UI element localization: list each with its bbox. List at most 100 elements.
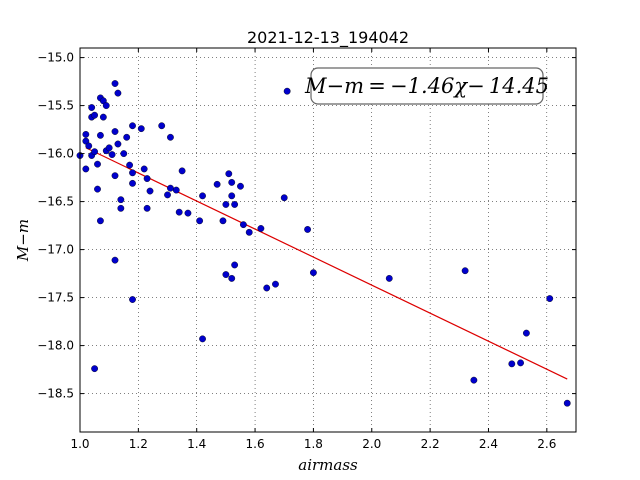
x-tick-label: 1.8 — [304, 437, 323, 451]
data-point — [94, 160, 101, 168]
data-point — [97, 217, 104, 225]
data-point — [111, 80, 119, 87]
data-point — [111, 172, 119, 180]
data-point — [245, 228, 253, 236]
data-point — [129, 296, 136, 303]
data-point — [470, 376, 478, 384]
data-point — [114, 89, 122, 97]
data-point — [272, 280, 279, 288]
data-point — [117, 196, 125, 204]
data-point — [508, 360, 516, 368]
data-point — [280, 194, 288, 202]
data-point — [228, 192, 236, 200]
y-tick-label: −18.5 — [37, 387, 74, 401]
y-tick-label: −16.0 — [37, 147, 74, 161]
data-point — [184, 209, 192, 217]
data-point — [172, 186, 180, 194]
grid — [79, 48, 576, 432]
data-point — [143, 204, 151, 212]
y-tick-label: −15.5 — [37, 99, 74, 113]
data-point — [82, 130, 90, 138]
data-point — [88, 104, 96, 111]
data-point — [91, 148, 98, 156]
data-point — [178, 167, 186, 175]
y-tick-label: −17.5 — [37, 291, 74, 305]
annotation-box — [310, 67, 544, 105]
data-point — [126, 161, 134, 169]
data-point — [129, 122, 136, 130]
data-point — [237, 182, 244, 190]
data-point — [129, 169, 136, 177]
data-point — [228, 178, 236, 186]
data-point — [239, 221, 247, 229]
data-point — [91, 365, 98, 373]
data-point — [99, 113, 107, 121]
fit-line — [85, 147, 568, 380]
data-point — [137, 125, 145, 133]
data-point — [517, 359, 524, 367]
data-point — [222, 201, 230, 208]
data-point — [231, 261, 239, 269]
y-tick-label: −16.5 — [37, 195, 74, 209]
fit-annotation: M−m = −1.46χ− 14.45 — [304, 67, 549, 105]
data-point — [310, 269, 317, 277]
data-point — [213, 180, 221, 188]
y-tick-label: −15.0 — [37, 51, 74, 65]
data-point — [158, 122, 166, 130]
data-point — [231, 201, 239, 208]
data-point — [228, 274, 236, 282]
data-point — [196, 217, 204, 225]
data-point — [167, 133, 174, 141]
data-point — [219, 217, 227, 225]
data-point — [102, 102, 110, 110]
plot-area: 1.0 1.2 1.4 1.6 1.8 2.0 2.2 2.4 2.6 −15.0 −15.5 −16… — [37, 47, 577, 451]
data-point — [385, 274, 393, 282]
data-point — [199, 192, 206, 200]
data-point — [143, 175, 151, 182]
data-point — [199, 335, 206, 343]
data-point — [105, 144, 113, 152]
x-tick-label: 1.6 — [246, 437, 265, 451]
x-axis-label: airmass — [298, 456, 358, 474]
data-point — [82, 165, 90, 173]
data-point — [175, 208, 183, 216]
plot-background — [80, 48, 576, 432]
data-point — [164, 191, 171, 199]
data-point — [111, 128, 119, 135]
data-point — [263, 284, 271, 292]
y-tick-label: −17.0 — [37, 243, 74, 257]
data-points — [76, 80, 571, 407]
annotation-text: M−m = −1.46χ− 14.45 — [304, 74, 549, 98]
x-tick-label: 2.0 — [362, 437, 381, 451]
data-point — [222, 271, 230, 278]
data-point — [563, 399, 571, 407]
data-point — [225, 170, 233, 178]
data-point — [546, 295, 554, 302]
data-point — [114, 140, 122, 148]
y-axis-label: M−m — [14, 219, 32, 262]
data-point — [97, 131, 104, 139]
y-tick-label: −18.0 — [37, 339, 74, 353]
x-tick-label: 1.0 — [70, 437, 89, 451]
data-point — [91, 111, 98, 119]
chart-title: 2021-12-13_194042 — [247, 28, 409, 48]
data-point — [167, 184, 174, 192]
data-point — [523, 329, 530, 337]
data-point — [117, 204, 125, 212]
data-point — [120, 150, 128, 158]
data-point — [129, 179, 136, 187]
data-point — [304, 226, 311, 233]
plot-frame — [79, 47, 577, 433]
data-point — [94, 185, 101, 193]
data-point — [111, 256, 119, 264]
ticks: 1.0 1.2 1.4 1.6 1.8 2.0 2.2 2.4 2.6 −15.0 −15.5 −16… — [37, 48, 576, 451]
data-point — [140, 165, 148, 173]
data-point — [85, 142, 93, 150]
data-point — [108, 151, 116, 158]
data-point — [146, 187, 154, 195]
x-tick-label: 1.4 — [187, 437, 206, 451]
x-tick-label: 1.2 — [129, 437, 148, 451]
x-tick-label: 2.2 — [421, 437, 440, 451]
x-tick-label: 2.4 — [479, 437, 498, 451]
